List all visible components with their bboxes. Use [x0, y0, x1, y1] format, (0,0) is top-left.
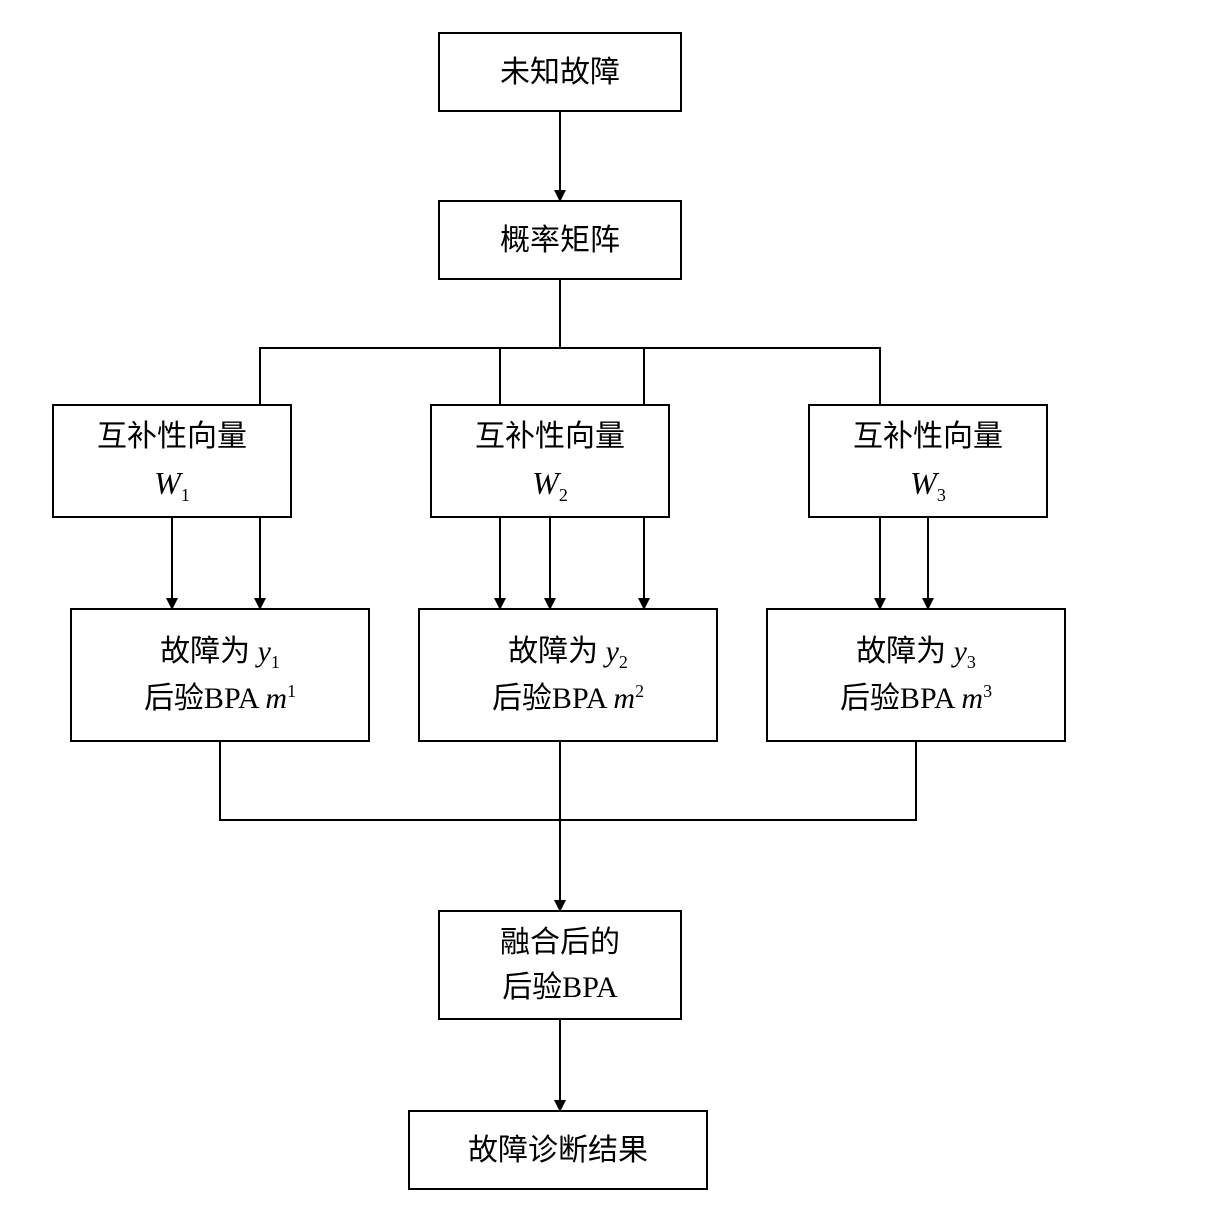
node-sub-label: W1: [154, 459, 190, 509]
flowchart-canvas: 未知故障概率矩阵互补性向量W1互补性向量W2互补性向量W3故障为 y1后验BPA…: [0, 0, 1212, 1227]
node-line: 融合后的: [500, 920, 620, 965]
edge-8: [220, 742, 560, 820]
node-line: 故障为 y1: [160, 629, 280, 676]
node-line: 概率矩阵: [500, 218, 620, 263]
node-n_vec1: 互补性向量W1: [52, 404, 292, 518]
node-line: 后验BPA m2: [492, 676, 644, 721]
node-sub-label: W3: [910, 459, 946, 509]
node-line: 后验BPA m1: [144, 676, 296, 721]
node-n_vec3: 互补性向量W3: [808, 404, 1048, 518]
node-line: 故障为 y3: [856, 629, 976, 676]
node-n_fault3: 故障为 y3后验BPA m3: [766, 608, 1066, 742]
node-line: 互补性向量: [475, 414, 625, 459]
node-n_prob: 概率矩阵: [438, 200, 682, 280]
node-line: 互补性向量: [97, 414, 247, 459]
node-sub-label: W2: [532, 459, 568, 509]
node-line: 故障诊断结果: [468, 1128, 648, 1173]
node-n_unknown: 未知故障: [438, 32, 682, 112]
node-n_fault1: 故障为 y1后验BPA m1: [70, 608, 370, 742]
node-line: 未知故障: [500, 50, 620, 95]
node-line: 故障为 y2: [508, 629, 628, 676]
node-line: 后验BPA m3: [840, 676, 992, 721]
node-line: 后验BPA: [502, 965, 618, 1010]
node-n_result: 故障诊断结果: [408, 1110, 708, 1190]
node-n_vec2: 互补性向量W2: [430, 404, 670, 518]
node-n_fused: 融合后的后验BPA: [438, 910, 682, 1020]
edge-9: [560, 742, 916, 820]
node-line: 互补性向量: [853, 414, 1003, 459]
node-n_fault2: 故障为 y2后验BPA m2: [418, 608, 718, 742]
